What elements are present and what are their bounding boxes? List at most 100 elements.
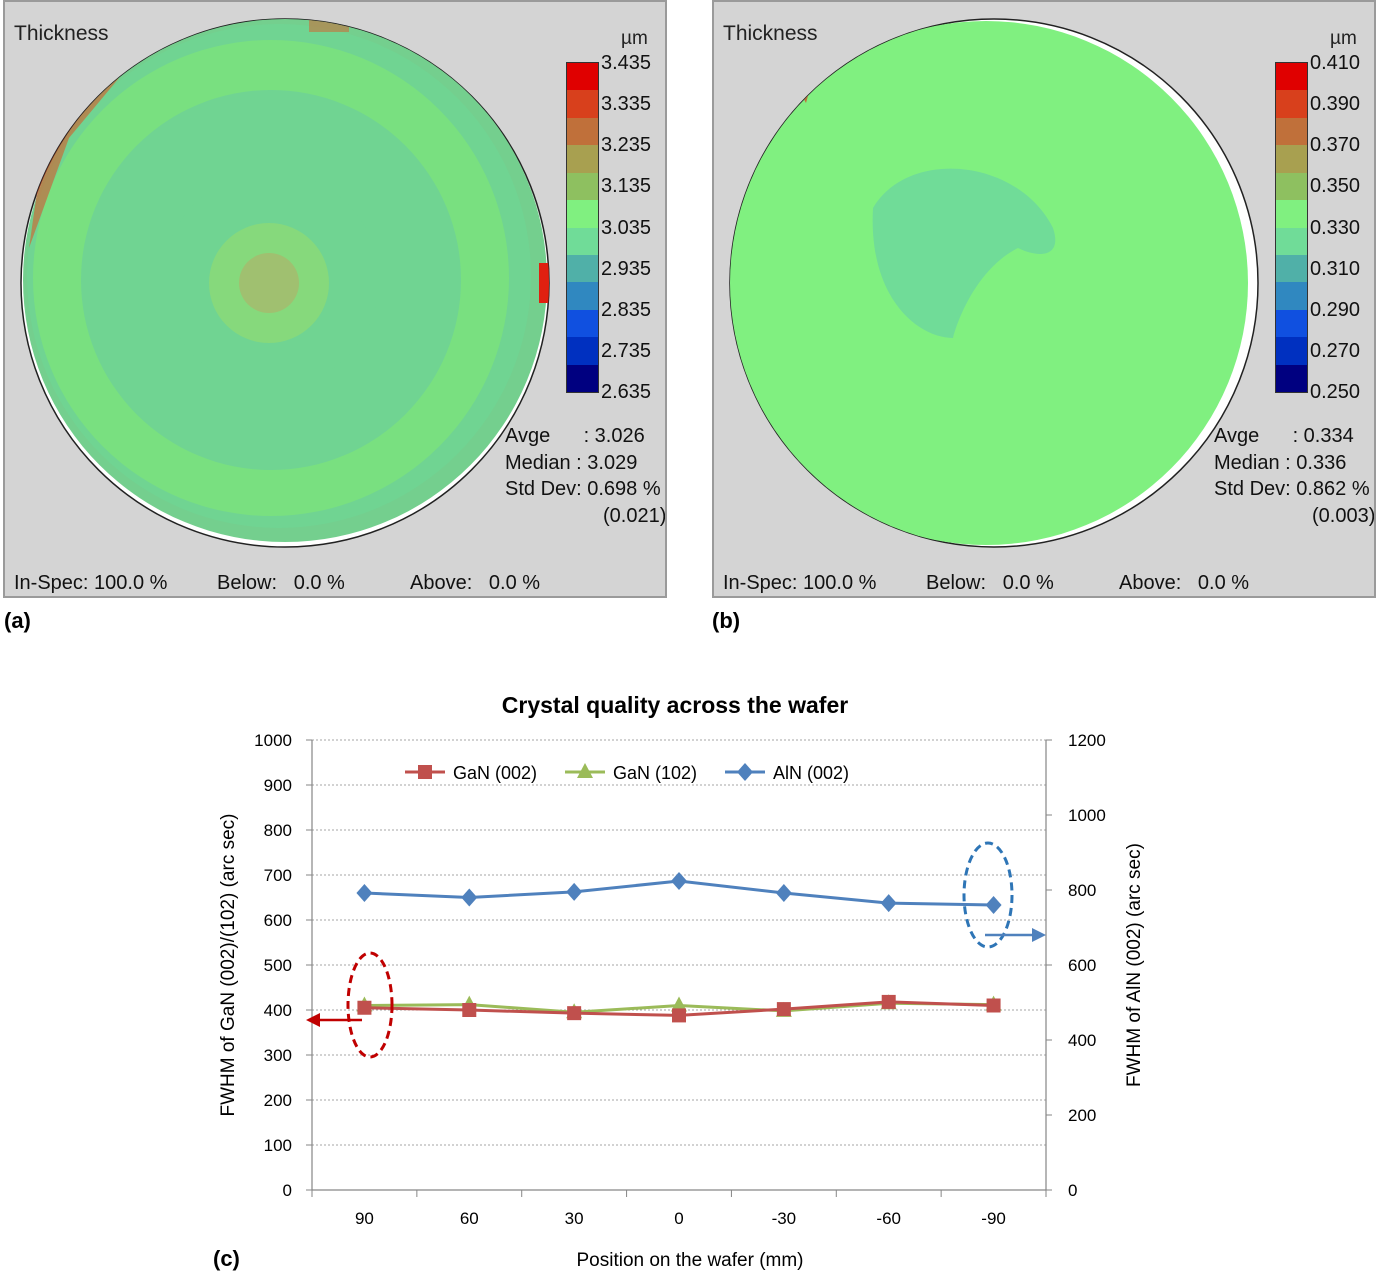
y2-tick-label: 400 [1068,1031,1096,1050]
panel-a-color-scale [566,62,599,393]
data-point-gan-002 [567,1006,582,1021]
panel-a-above: Above: 0.0 % [410,572,541,594]
x-axis-label: Position on the wafer (mm) [576,1250,803,1271]
y2-tick-label: 200 [1068,1106,1096,1125]
panel-a-median: Median : 3.029 [505,451,638,474]
y2-tick-label: 0 [1068,1181,1077,1200]
data-point-gan-002 [881,994,896,1009]
right-axis-arrowhead [1032,928,1046,942]
y-tick-label: 0 [283,1181,292,1200]
panel-a-title: Thickness [14,22,109,45]
color-scale-segment [1276,227,1307,255]
x-tick-label: -60 [876,1209,901,1228]
panel-b-scale-label: 0.290 [1310,299,1361,321]
y-tick-label: 400 [264,1001,292,1020]
y-tick-label: 600 [264,911,292,930]
y-tick-label: 900 [264,776,292,795]
panel-b-color-scale [1275,62,1308,393]
y2-tick-label: 600 [1068,956,1096,975]
data-point-gan-002 [462,1003,477,1017]
y-tick-label: 800 [264,821,292,840]
y-tick-label: 100 [264,1136,292,1155]
panel-b-avg: Avge : 0.334 [1214,425,1354,447]
y-tick-label: 300 [264,1046,292,1065]
panel-a-scale-label: 3.135 [601,175,652,197]
panel-a-scale-label: 3.335 [601,93,652,115]
panel-a-label: (a) [4,608,31,633]
panel-c-label: (c) [213,1246,240,1271]
data-point-aln-002 [775,884,792,902]
panel-b-label: (b) [712,608,741,633]
color-scale-segment [567,254,598,283]
panel-b-stddev: Std Dev: 0.862 % [1214,478,1370,500]
wafer-map-panel-b: Thickness µm 0.410 0.390 0.370 0.350 0.3… [712,0,1376,598]
chart-title: Crystal quality across the wafer [502,692,848,718]
wafer-b-thickness-map [729,18,1259,548]
data-point-gan-002 [357,1000,372,1015]
panel-a-below: Below: 0.0 % [217,572,345,594]
color-scale-segment [1276,145,1307,173]
x-tick-label: 90 [355,1209,374,1228]
color-scale-segment [1276,63,1307,91]
gan-axis-ellipse [346,951,394,1059]
color-scale-segment [567,172,598,201]
panel-b-scale-label: 0.310 [1310,258,1361,280]
color-scale-segment [567,90,598,118]
panel-b-scale-label: 0.270 [1310,340,1361,362]
color-scale-segment [567,364,598,392]
panel-b-median: Median : 0.336 [1214,451,1347,474]
color-scale-segment [567,145,598,173]
data-point-gan-002 [986,998,1001,1013]
data-point-gan-102 [671,996,687,1012]
y-tick-label: 200 [264,1091,292,1110]
legend-entry: GaN (002) [453,763,537,783]
crystal-quality-chart: Crystal quality across the wafer 0 100 200 3… [213,692,1145,1271]
data-point-gan-002 [672,1008,686,1023]
data-point-aln-002 [880,894,897,913]
panel-a-stddev: Std Dev: 0.698 % [505,478,661,500]
y2-tick-label: 1200 [1068,731,1106,750]
color-scale-segment [1276,200,1307,228]
legend-entry: GaN (102) [613,763,697,783]
color-scale-segment [567,227,598,255]
panel-a-scale-label: 2.935 [601,258,652,280]
data-point-aln-002 [461,888,478,907]
data-point-aln-002 [671,872,687,890]
legend-marker [418,765,432,779]
color-scale-segment [1276,117,1307,146]
panel-b-inspec: In-Spec: 100.0 % [723,572,877,594]
data-point-aln-002 [566,882,583,901]
panel-a-inspec: In-Spec: 100.0 % [14,572,168,594]
panel-b-stddev-abs: (0.003) [1312,504,1376,527]
wafer-map-panel-a: Thickness µm 3.435 3.335 3.235 3.135 3.0… [3,0,667,598]
y-axis-label: FWHM of GaN (002)/(102) (arc sec) [218,814,239,1117]
panel-b-scale-label: 0.410 [1310,52,1361,74]
color-scale-segment [1276,172,1307,201]
panel-a-scale-label: 3.035 [601,217,652,239]
panel-a-scale-label: 3.235 [601,134,652,156]
legend-marker [737,763,753,781]
legend-marker [577,763,593,778]
color-scale-segment [567,282,598,310]
x-tick-label: 30 [565,1209,584,1228]
color-scale-segment [567,337,598,365]
data-point-aln-002 [356,884,373,902]
left-axis-arrowhead [306,1013,320,1027]
y-tick-label: 700 [264,866,292,885]
panel-b-scale-label: 0.250 [1310,381,1361,403]
panel-b-above: Above: 0.0 % [1119,572,1250,594]
color-scale-segment [1276,282,1307,310]
color-scale-segment [1276,90,1307,118]
color-scale-segment [567,309,598,338]
y2-tick-label: 800 [1068,881,1096,900]
color-scale-segment [1276,337,1307,365]
legend-entry: AlN (002) [773,763,849,783]
color-scale-segment [1276,309,1307,338]
panel-a-scale-label: 3.435 [601,52,652,74]
panel-b-title: Thickness [723,22,818,45]
y-tick-label: 500 [264,956,292,975]
data-point-gan-002 [776,1002,791,1017]
data-point-aln-002 [985,896,1002,914]
panel-b-stats: Avge : 0.334 Median : 0.336 Std Dev: 0.8… [1214,423,1376,529]
panel-a-unit: µm [621,28,648,49]
